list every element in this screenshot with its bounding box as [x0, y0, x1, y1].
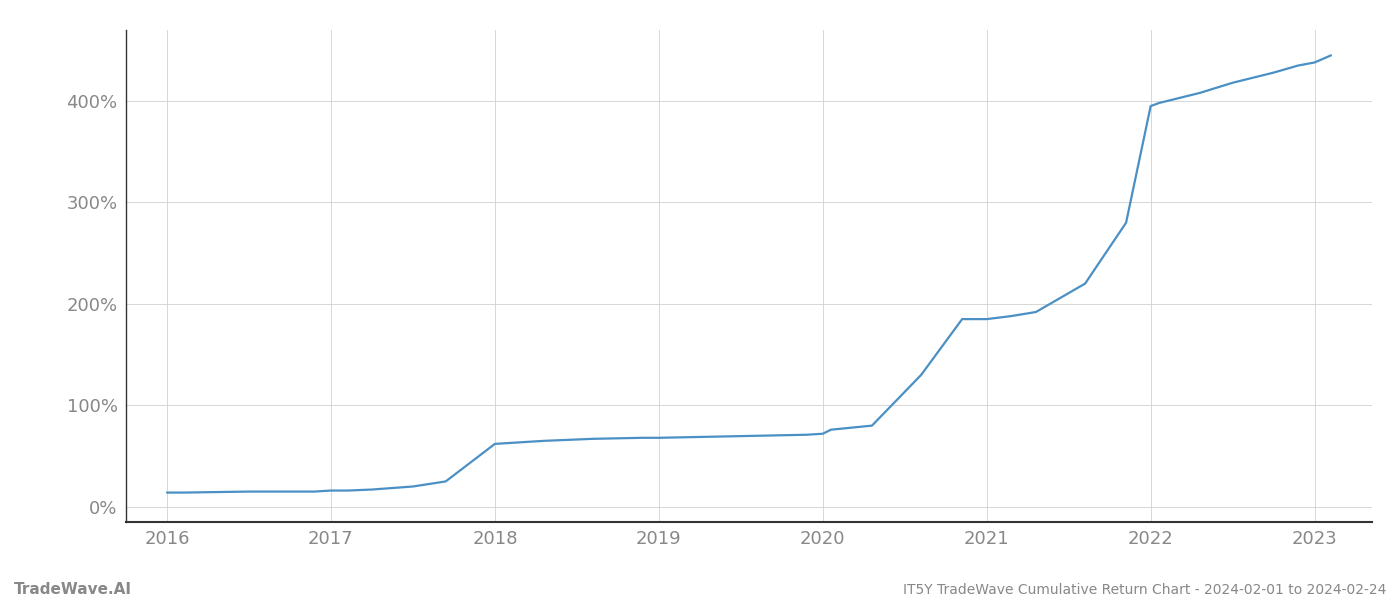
Text: TradeWave.AI: TradeWave.AI	[14, 582, 132, 597]
Text: IT5Y TradeWave Cumulative Return Chart - 2024-02-01 to 2024-02-24: IT5Y TradeWave Cumulative Return Chart -…	[903, 583, 1386, 597]
